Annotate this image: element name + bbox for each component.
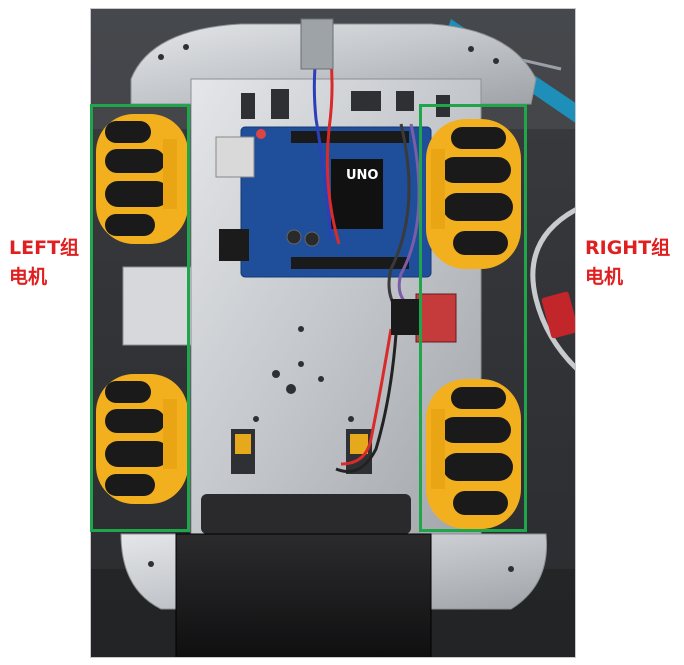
left-motor-callout — [90, 104, 190, 532]
right-motor-label: RIGHT组 电机 — [585, 234, 681, 292]
right-rear-wheel — [426, 379, 521, 529]
right-label-line2: 电机 — [585, 266, 624, 288]
arduino-board: UNO — [215, 126, 432, 278]
left-bracket — [122, 266, 192, 346]
battery-pack — [175, 494, 432, 657]
left-label-line2: 电机 — [9, 266, 48, 288]
right-label-line1: RIGHT组 — [585, 237, 671, 259]
red-module — [541, 291, 575, 339]
left-label-line1: LEFT组 — [9, 237, 80, 259]
left-front-wheel — [96, 114, 188, 244]
left-rear-wheel — [96, 374, 188, 504]
left-motor-label: LEFT组 电机 — [9, 234, 89, 292]
robot-car-illustration: UNO — [91, 9, 575, 657]
robot-car-photo: UNO — [90, 8, 576, 658]
board-label: UNO — [346, 168, 379, 183]
right-motor-callout — [419, 104, 527, 532]
top-mount — [300, 18, 334, 70]
grey-cable — [530, 207, 575, 371]
right-front-wheel — [426, 119, 521, 269]
motor-connector — [415, 293, 457, 343]
